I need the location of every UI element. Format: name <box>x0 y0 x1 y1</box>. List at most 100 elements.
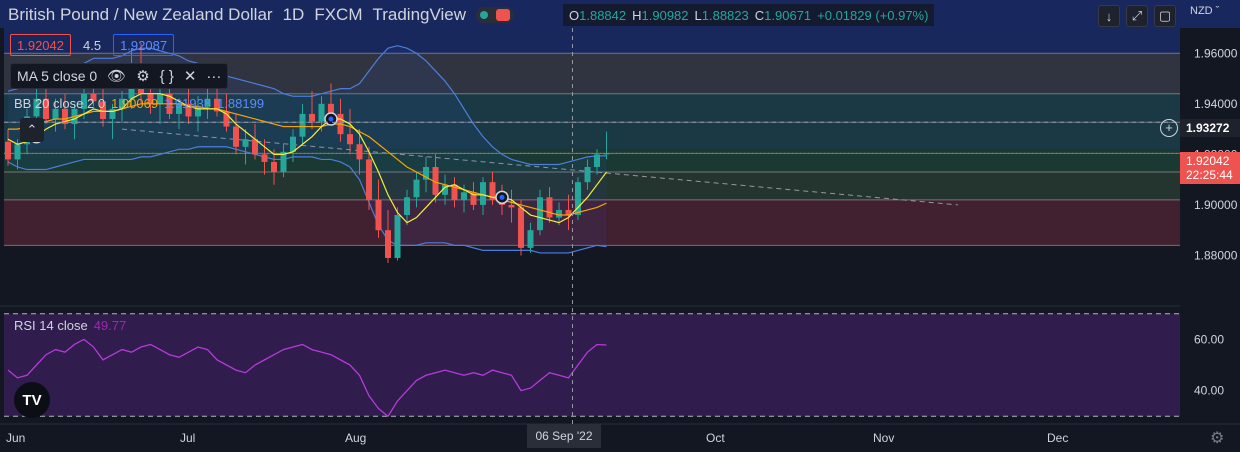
price-zone <box>4 199 1180 246</box>
candle-body <box>375 199 382 231</box>
candle-body <box>575 182 581 216</box>
candle <box>52 98 59 132</box>
candle <box>385 209 391 264</box>
candle-body <box>52 108 59 119</box>
candle-body <box>119 98 125 109</box>
fullscreen-button[interactable]: ⤢ <box>1126 5 1148 27</box>
candle <box>233 113 239 155</box>
price-zone <box>4 172 1180 200</box>
bb-lower-value: 1.88199 <box>217 96 265 111</box>
market-open-dot-icon <box>480 11 489 19</box>
chevron-down-icon: ˇ <box>1215 5 1220 17</box>
arrow-down-button[interactable]: ↓ <box>1098 5 1120 27</box>
bb-legend[interactable]: BB 20 close 2 0 1.90069 1.91938 1.88199 <box>14 96 264 111</box>
candle <box>252 124 258 160</box>
candle-body <box>537 197 543 231</box>
candle-body <box>309 113 315 122</box>
candle-body <box>508 204 515 208</box>
candle <box>423 156 429 193</box>
candle-body <box>480 182 486 205</box>
candle-body <box>242 139 249 147</box>
close-icon[interactable]: ✕ <box>183 68 197 85</box>
event-marker-dot <box>499 194 505 200</box>
braces-icon[interactable]: { } <box>159 67 174 85</box>
candle <box>299 103 306 145</box>
candle-body <box>100 101 106 119</box>
price-zone <box>4 149 1180 173</box>
last-price-value: 1.92042 <box>1186 154 1230 168</box>
candle-body <box>546 197 553 218</box>
candle-body <box>5 141 11 160</box>
candle <box>242 129 249 165</box>
symbol-title[interactable]: British Pound / New Zealand Dollar <box>8 5 273 24</box>
sell-button[interactable]: 1.92042 <box>10 34 71 56</box>
candle <box>584 159 591 190</box>
candle-body <box>62 108 68 125</box>
trend-line <box>121 128 959 206</box>
candle-body <box>195 106 201 117</box>
candle-body <box>176 103 182 114</box>
candle <box>271 149 277 185</box>
candle-body <box>451 184 458 200</box>
settings-gear-icon[interactable]: ⚙ <box>1210 430 1225 447</box>
candle <box>280 144 287 178</box>
interval-label[interactable]: 1D <box>282 5 305 24</box>
candle <box>43 86 49 125</box>
price-tick-label: 1.90000 <box>1194 198 1238 212</box>
time-tick-label: Aug <box>345 431 366 445</box>
currency-selector[interactable]: NZD ˇ <box>1190 5 1220 17</box>
event-marker-dot <box>328 116 334 122</box>
ma-legend-label: MA 5 close 0 <box>17 68 98 84</box>
candle-body <box>157 93 163 104</box>
rsi-legend[interactable]: RSI 14 close 49.77 <box>14 318 126 333</box>
candle-body <box>404 197 410 216</box>
candle <box>100 83 106 127</box>
bb-legend-label: BB 20 close 2 0 <box>14 96 106 111</box>
tradingview-logo[interactable]: TV <box>14 382 50 418</box>
bb-lower-line <box>7 146 607 254</box>
arrow-down-icon: ↓ <box>1105 8 1113 24</box>
candle <box>480 177 486 216</box>
price-zone <box>4 28 1180 54</box>
crosshair-date-label: 06 Sep '22 <box>527 424 601 448</box>
candle-body <box>518 207 524 248</box>
bb-upper-line <box>7 45 607 166</box>
candle-body <box>442 184 448 195</box>
candle <box>442 174 448 205</box>
candle <box>62 93 68 130</box>
ohlc-readout: O1.88842 H1.90982 L1.88823 C1.90671 +0.0… <box>563 4 935 26</box>
candle-body <box>356 144 363 160</box>
window-icon: ▢ <box>1158 8 1172 23</box>
candle <box>356 129 363 175</box>
buy-button[interactable]: 1.92087 <box>113 34 175 56</box>
candle <box>603 131 610 160</box>
candle-body <box>261 154 268 162</box>
candle-body <box>527 230 534 248</box>
snapshot-button[interactable]: ▢ <box>1154 5 1176 27</box>
candle <box>5 129 11 166</box>
rsi-value: 49.77 <box>93 318 127 333</box>
candle-body <box>299 113 306 137</box>
price-tick-label: 1.94000 <box>1194 97 1238 111</box>
market-status-toggle[interactable] <box>476 7 515 23</box>
candle <box>404 189 410 226</box>
candle-body <box>413 179 420 198</box>
candle-body <box>33 98 40 117</box>
candle <box>451 177 458 208</box>
gear-icon[interactable]: ⚙ <box>136 68 150 85</box>
time-tick-label: Jun <box>6 431 25 445</box>
last-price-tag: 1.92042 22:25:44 <box>1180 152 1240 184</box>
price-zone <box>4 93 1180 150</box>
candle <box>470 182 477 210</box>
eye-icon[interactable]: 👁 <box>107 68 127 85</box>
candle-body <box>214 98 220 112</box>
candle <box>508 189 515 223</box>
add-alert-plus-icon[interactable]: + <box>1160 119 1178 137</box>
collapse-legend-button[interactable]: ⌃ <box>20 118 44 142</box>
candle <box>556 202 562 226</box>
more-icon[interactable]: ··· <box>206 67 222 85</box>
candle <box>594 149 600 175</box>
candle-body <box>423 167 429 180</box>
ma-legend[interactable]: MA 5 close 0 👁 ⚙ { } ✕ ··· <box>10 63 229 89</box>
